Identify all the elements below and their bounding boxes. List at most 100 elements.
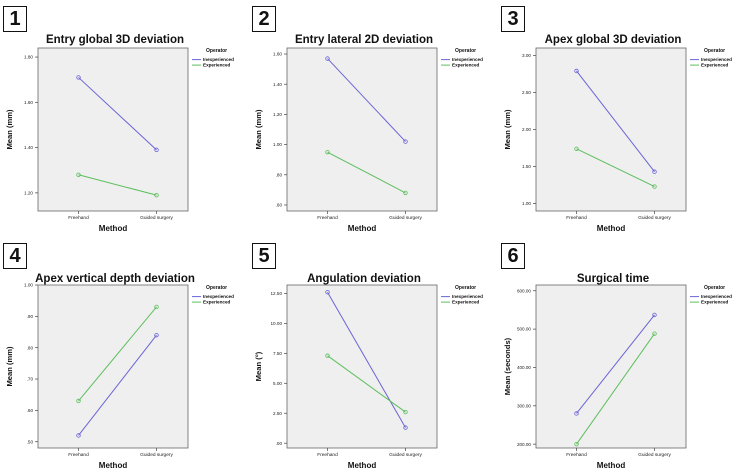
data-point-experienced bbox=[154, 304, 159, 310]
y-tick-label: 2.00 bbox=[522, 127, 531, 132]
legend-entry: Experienced bbox=[452, 300, 480, 305]
series-line-inexperienced bbox=[327, 291, 406, 428]
y-axis-label: Mean (°) bbox=[254, 351, 263, 381]
plot-area bbox=[535, 47, 687, 212]
x-axis-label: Method bbox=[597, 461, 626, 470]
legend-entry: Experienced bbox=[452, 63, 480, 68]
data-point-inexperienced bbox=[325, 289, 330, 295]
y-tick-label: 3.00 bbox=[522, 53, 531, 58]
chart-svg: .50 .60 .70 .80 .90 1.00 Freehand Guided surger… bbox=[5, 283, 234, 470]
data-point-inexperienced bbox=[403, 139, 408, 144]
y-tick-label: .90 bbox=[27, 314, 34, 319]
legend-entry: Inexperienced bbox=[701, 294, 732, 299]
x-axis-label: Method bbox=[348, 224, 377, 233]
data-point-experienced bbox=[325, 149, 330, 155]
x-axis-label: Method bbox=[597, 224, 626, 233]
data-point-inexperienced bbox=[325, 56, 330, 61]
y-tick-label: 12.50 bbox=[271, 291, 283, 296]
chart-title: Apex vertical depth deviation bbox=[35, 273, 195, 285]
chart-panel-1: 1 Entry global 3D deviation 1.20 1.40 1.60 1.… bbox=[0, 0, 249, 237]
y-tick-label: 10.00 bbox=[271, 321, 283, 326]
y-tick-label: 1.50 bbox=[522, 164, 531, 169]
y-axis-label: Mean (mm) bbox=[5, 109, 14, 150]
legend-entry: Inexperienced bbox=[452, 57, 483, 62]
legend-title: Operator bbox=[206, 285, 227, 291]
x-tick-label: Freehand bbox=[68, 452, 89, 458]
series-line-experienced bbox=[327, 151, 406, 194]
legend-entry: Inexperienced bbox=[203, 294, 234, 299]
chart-svg: 200.00 300.00 400.00 500.00 600.00 Freehand Gu… bbox=[503, 284, 732, 470]
data-point-experienced bbox=[652, 331, 657, 336]
legend-entry: Inexperienced bbox=[452, 294, 483, 299]
y-tick-label: 300.00 bbox=[517, 403, 531, 408]
data-point-experienced bbox=[76, 172, 81, 177]
chart-svg: .60 .80 1.00 1.20 1.40 1.60 Freehand Guided sur… bbox=[254, 47, 483, 233]
y-axis-label: Mean (mm) bbox=[5, 346, 14, 387]
plot-area bbox=[37, 47, 189, 212]
data-point-experienced bbox=[325, 353, 330, 358]
data-point-experienced bbox=[154, 192, 159, 198]
legend-title: Operator bbox=[455, 48, 476, 54]
panel-number: 4 bbox=[3, 243, 27, 269]
legend-entry: Inexperienced bbox=[701, 57, 732, 62]
chart-title: Surgical time bbox=[576, 273, 650, 285]
y-tick-label: .50 bbox=[27, 439, 34, 444]
legend-title: Operator bbox=[455, 285, 476, 291]
y-tick-label: .60 bbox=[27, 408, 34, 413]
chart-svg: 1.20 1.40 1.60 1.80 Freehand Guided surgery Me… bbox=[5, 47, 234, 233]
y-tick-label: 1.20 bbox=[24, 190, 33, 195]
y-tick-label: 1.00 bbox=[273, 142, 282, 147]
series-line-experienced bbox=[327, 355, 406, 413]
panel-number: 6 bbox=[501, 243, 525, 269]
y-tick-label: .70 bbox=[27, 377, 34, 382]
plot-area bbox=[286, 47, 438, 212]
legend-entry: Inexperienced bbox=[203, 57, 234, 62]
y-tick-label: 1.40 bbox=[273, 82, 282, 87]
chart-panel-6: 6 Surgical time 200.00 300.00 400.00 500.00 60… bbox=[498, 237, 747, 474]
legend-entry: Experienced bbox=[701, 63, 729, 68]
panel-number: 2 bbox=[252, 6, 276, 32]
panel-number: 1 bbox=[3, 6, 27, 32]
panel-number: 5 bbox=[252, 243, 276, 269]
data-point-inexperienced bbox=[403, 425, 408, 430]
chart-panel-3: 3 Apex global 3D deviation 1.00 1.50 2.00 2.5… bbox=[498, 0, 747, 237]
y-axis-label: Mean (mm) bbox=[254, 109, 263, 150]
legend-entry: Experienced bbox=[701, 300, 729, 305]
data-point-inexperienced bbox=[76, 75, 81, 80]
chart-title: Entry lateral 2D deviation bbox=[294, 34, 434, 46]
chart-title: Entry global 3D deviation bbox=[45, 34, 185, 46]
x-tick-label: Guided surgery bbox=[389, 452, 422, 458]
y-tick-label: 500.00 bbox=[517, 327, 531, 332]
legend-entry: Experienced bbox=[203, 300, 231, 305]
x-axis-label: Method bbox=[99, 461, 128, 470]
y-tick-label: 2.50 bbox=[273, 411, 282, 416]
y-tick-label: 200.00 bbox=[517, 442, 531, 447]
y-tick-label: 400.00 bbox=[517, 365, 531, 370]
panel-number: 3 bbox=[501, 6, 525, 32]
data-point-experienced bbox=[574, 441, 579, 447]
series-line-experienced bbox=[78, 306, 157, 402]
y-tick-label: 7.50 bbox=[273, 351, 282, 356]
data-point-inexperienced bbox=[574, 68, 579, 74]
y-axis-label: Mean (mm) bbox=[503, 109, 512, 150]
series-line-inexperienced bbox=[78, 334, 157, 436]
x-tick-label: Guided surgery bbox=[389, 215, 422, 221]
y-tick-label: 1.80 bbox=[24, 55, 33, 60]
y-tick-label: .80 bbox=[276, 172, 283, 177]
series-line-experienced bbox=[78, 174, 157, 196]
x-axis-label: Method bbox=[99, 224, 128, 233]
y-tick-label: .60 bbox=[276, 203, 283, 208]
data-point-inexperienced bbox=[154, 332, 159, 338]
data-point-inexperienced bbox=[652, 169, 657, 174]
x-tick-label: Freehand bbox=[317, 215, 338, 221]
y-tick-label: .80 bbox=[27, 345, 34, 350]
chart-title: Angulation deviation bbox=[307, 273, 421, 285]
legend-entry: Experienced bbox=[203, 63, 231, 68]
x-tick-label: Freehand bbox=[566, 215, 587, 221]
plot-area bbox=[286, 284, 438, 449]
chart-title: Apex global 3D deviation bbox=[544, 34, 682, 46]
legend-title: Operator bbox=[704, 285, 725, 291]
series-line-inexperienced bbox=[78, 77, 157, 151]
y-tick-label: .00 bbox=[276, 441, 283, 446]
